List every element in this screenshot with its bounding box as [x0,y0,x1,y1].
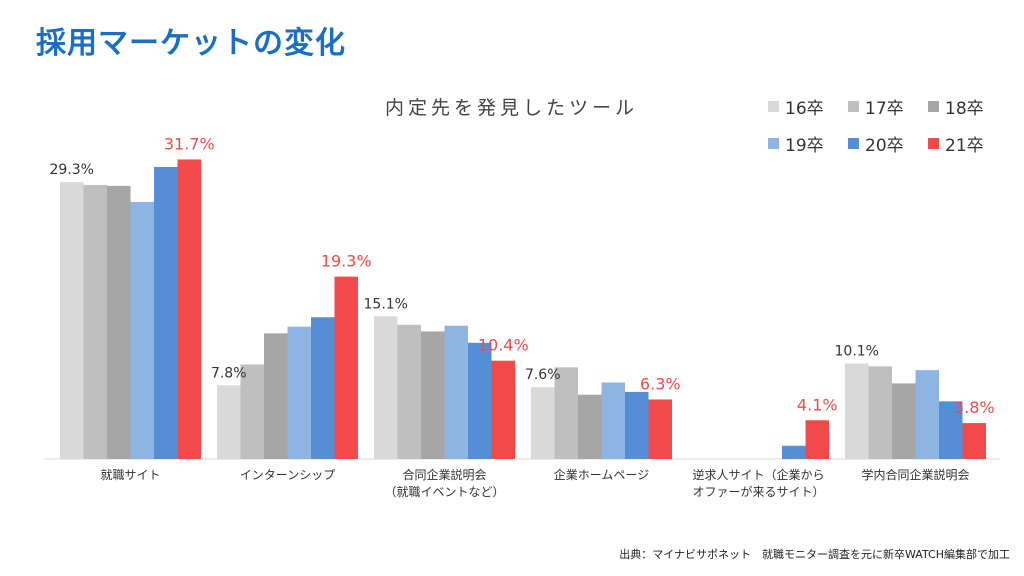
source-note: 出典：マイナビサポネット 就職モニター調査を元に新卒WATCH編集部で加工 [619,548,1010,561]
category-label: 合同企業説明会 [402,467,486,482]
bar-16卒-3 [531,387,555,459]
data-label: 15.1% [364,296,408,312]
bar-21卒-2 [491,360,515,459]
category-label: 逆求人サイト（企業から [692,467,824,482]
legend-swatch [848,101,859,112]
bar-17卒-0 [83,184,107,459]
data-label: 6.3% [640,374,681,393]
bar-21卒-1 [334,276,358,459]
bar-17卒-3 [554,367,578,459]
data-label: 4.1% [797,395,838,414]
category-label: 学内合同企業説明会 [861,467,969,482]
chart-legend: 16卒 17卒 18卒 19卒 20卒 21卒 [768,94,1008,156]
slide-title: 採用マーケットの変化 [36,26,346,61]
bar-18卒-2 [421,331,445,459]
category-label: 就職サイト [100,468,160,482]
legend-item: 16卒 [768,94,848,119]
bar-20卒-2 [468,342,492,459]
category-label: オファーが来るサイト） [692,484,824,499]
bar-18卒-0 [107,185,131,459]
legend-label: 18卒 [945,99,984,119]
category-label: （就職イベントなど） [384,485,504,499]
legend-label: 16卒 [785,99,824,119]
legend-label: 19卒 [785,136,824,156]
bar-16卒-1 [217,385,241,459]
legend-swatch [928,101,939,112]
legend-label: 20卒 [865,136,904,156]
bar-18卒-3 [578,394,602,459]
legend-item: 18卒 [928,94,1008,119]
legend-swatch [768,101,779,112]
bar-21卒-5 [962,423,986,459]
bar-17卒-2 [397,324,421,459]
bar-17卒-5 [868,366,892,459]
data-label: 7.6% [525,367,561,383]
bar-18卒-5 [892,383,916,459]
data-label: 29.3% [50,162,94,178]
legend-swatch [768,138,779,149]
bar-19卒-3 [601,382,625,459]
bar-20卒-1 [311,317,335,459]
bar-21卒-4 [805,420,829,459]
category-label: 企業ホームページ [554,467,649,482]
legend-item: 17卒 [848,94,928,119]
legend-item: 21卒 [928,131,1008,156]
legend-item: 19卒 [768,131,848,156]
bar-21卒-3 [648,399,672,459]
bar-20卒-0 [154,166,178,459]
data-label: 7.8% [211,365,247,381]
data-label: 10.4% [478,336,529,355]
bar-18卒-1 [264,333,288,459]
data-label: 31.7% [164,134,215,153]
legend-label: 21卒 [945,136,984,156]
bar-19卒-5 [915,370,939,459]
category-label: インターンシップ [240,468,335,482]
bar-17卒-1 [240,364,264,459]
bar-16卒-0 [60,182,84,460]
bar-20卒-4 [782,445,806,459]
bar-19卒-0 [130,201,154,459]
bar-20卒-5 [939,401,963,459]
bar-16卒-5 [845,363,869,459]
legend-label: 17卒 [865,99,904,119]
legend-swatch [848,138,859,149]
chart-title: 内定先を発見したツール [385,97,639,119]
data-label: 3.8% [954,398,995,417]
bar-20卒-3 [625,391,649,459]
data-label: 10.1% [835,344,879,360]
bar-21卒-0 [177,159,201,459]
legend-item: 20卒 [848,131,928,156]
bar-19卒-1 [287,326,311,459]
legend-swatch [928,138,939,149]
bar-16卒-2 [374,316,398,459]
bar-19卒-2 [444,325,468,459]
data-label: 19.3% [321,252,372,271]
